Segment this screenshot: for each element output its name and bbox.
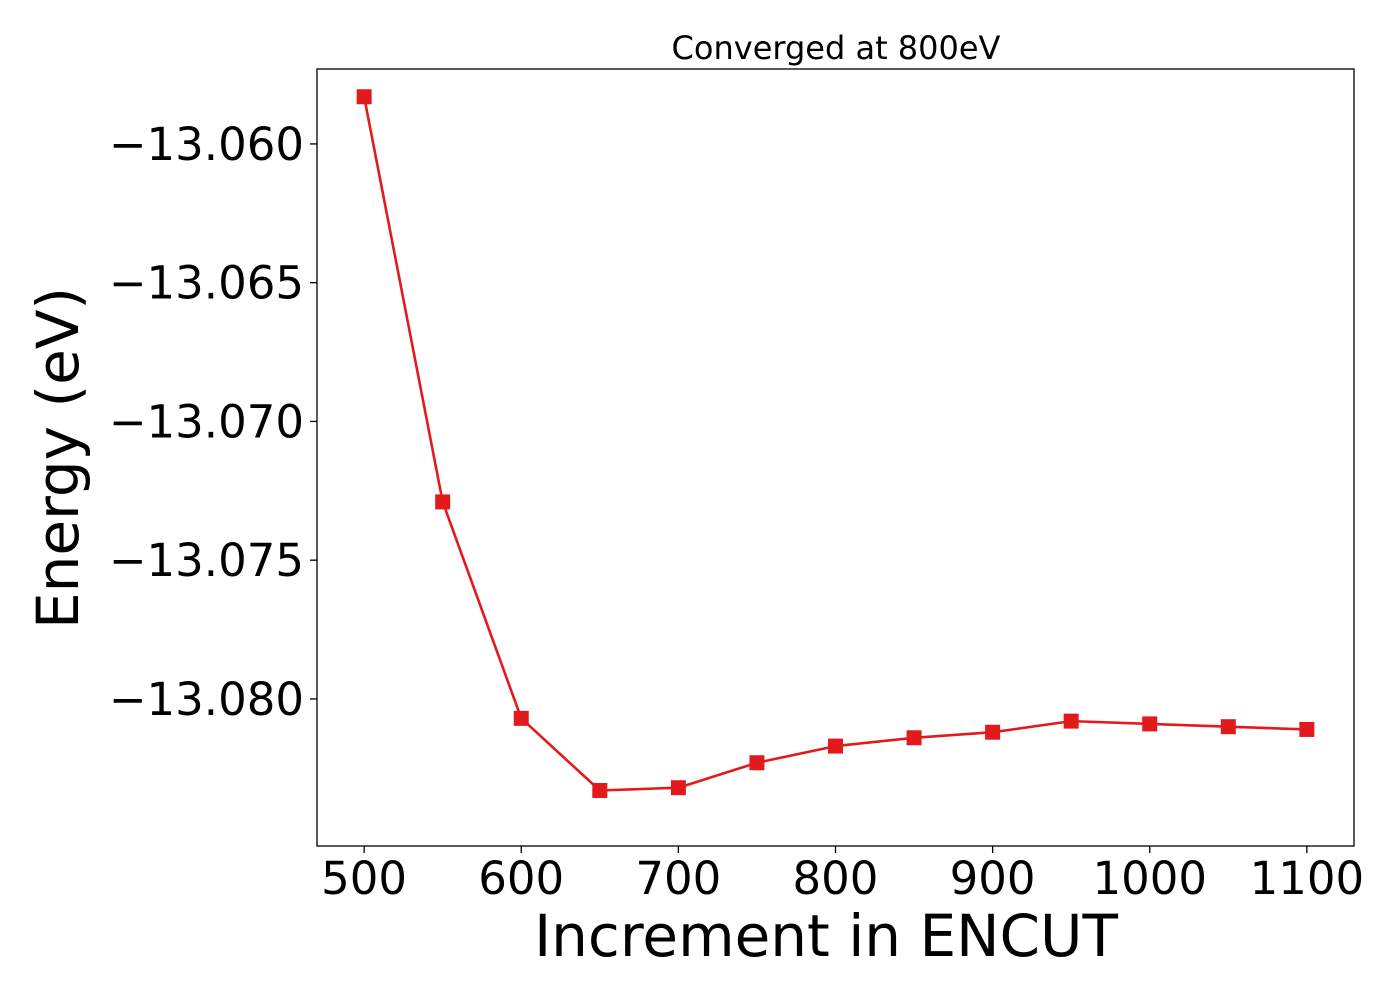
x-tick-label: 700 <box>635 852 721 905</box>
y-axis: −13.060 −13.065 −13.070 −13.075 −13.080 <box>109 118 317 726</box>
y-tick-label: −13.060 <box>109 118 304 171</box>
data-point-marker <box>592 783 608 798</box>
x-axis-label: Increment in ENCUT <box>534 902 1118 970</box>
data-point-marker <box>356 89 372 105</box>
x-tick-label: 1100 <box>1250 852 1365 905</box>
data-point-marker <box>985 724 1001 740</box>
data-point-marker <box>906 730 922 746</box>
data-point-marker <box>670 780 686 796</box>
x-tick-label: 1000 <box>1092 852 1207 905</box>
y-tick-label: −13.065 <box>109 257 304 310</box>
x-tick-label: 800 <box>793 852 879 905</box>
y-tick-label: −13.080 <box>109 673 304 726</box>
data-point-marker <box>749 755 765 771</box>
x-axis: 500 600 700 800 900 1000 1100 <box>321 846 1364 905</box>
y-axis-label: Energy (eV) <box>24 287 92 629</box>
x-tick-label: 900 <box>950 852 1036 905</box>
chart-title: Converged at 800eV <box>672 29 1001 67</box>
data-point-marker <box>1142 716 1158 732</box>
series-line <box>362 96 1307 792</box>
series-layer <box>356 89 1315 798</box>
data-point-marker <box>513 710 529 726</box>
y-tick-label: −13.070 <box>109 395 304 448</box>
x-tick-label: 500 <box>321 852 407 905</box>
y-tick-label: −13.075 <box>109 534 304 587</box>
plot-area <box>316 68 1355 847</box>
data-point-marker <box>1063 713 1079 729</box>
data-point-marker <box>828 738 843 754</box>
data-point-marker <box>1299 721 1315 737</box>
data-point-marker <box>1220 719 1236 735</box>
data-point-marker <box>435 494 451 510</box>
x-tick-label: 600 <box>478 852 564 905</box>
